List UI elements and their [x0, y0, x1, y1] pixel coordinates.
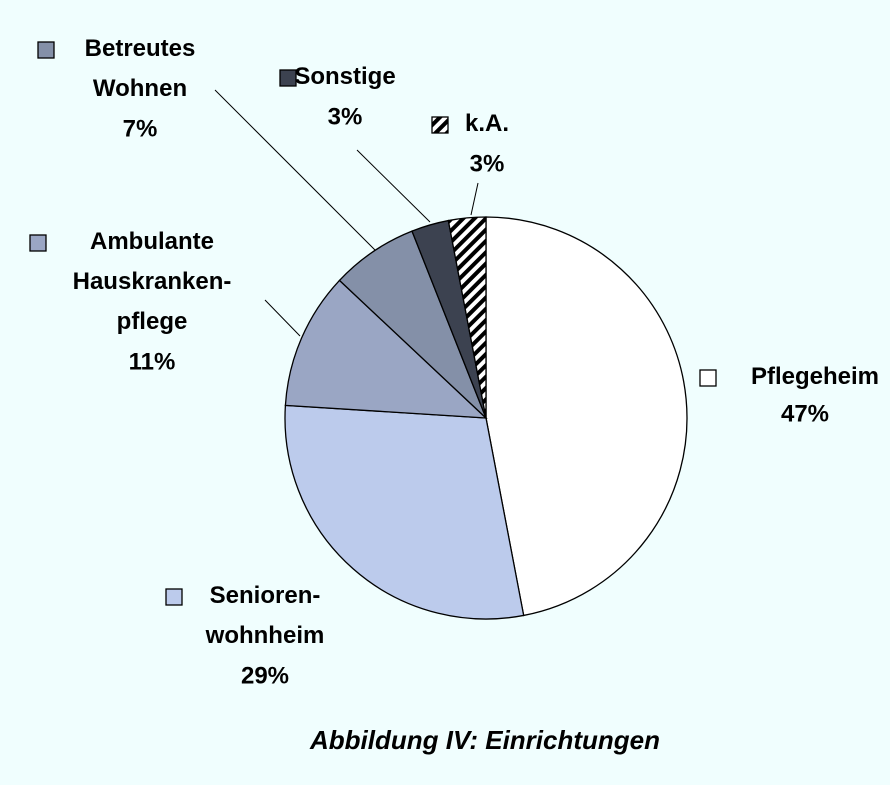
legend-swatch	[431, 116, 449, 134]
value-label: 29%	[241, 662, 289, 689]
category-label: Betreutes Wohnen	[85, 35, 196, 102]
value-label: 7%	[123, 115, 158, 142]
legend-swatch	[279, 69, 297, 87]
pie-slice	[485, 216, 688, 617]
category-label: Pflegeheim	[751, 363, 879, 390]
leader-line	[470, 182, 479, 216]
legend-swatch	[29, 234, 47, 252]
legend-swatch	[165, 588, 183, 606]
leader-line	[356, 149, 431, 223]
chart-title: Abbildung IV: Einrichtungen	[309, 725, 660, 755]
value-label: 11%	[129, 348, 176, 375]
leader-line	[264, 299, 301, 337]
value-label: 3%	[470, 150, 505, 177]
leader-line	[214, 89, 376, 251]
legend-swatch	[699, 369, 717, 387]
legend-swatch	[37, 41, 55, 59]
category-label: Sonstige	[294, 63, 395, 90]
pie-slice	[284, 404, 525, 620]
category-label: k.A.	[465, 110, 509, 137]
pie-slice	[447, 216, 487, 419]
category-label: Senioren-wohnheim	[205, 582, 325, 649]
value-label: 3%	[328, 103, 363, 130]
category-label: Ambulante Hauskranken-pflege	[73, 228, 232, 335]
pie-slice	[284, 279, 488, 419]
value-label: 47%	[781, 400, 829, 427]
